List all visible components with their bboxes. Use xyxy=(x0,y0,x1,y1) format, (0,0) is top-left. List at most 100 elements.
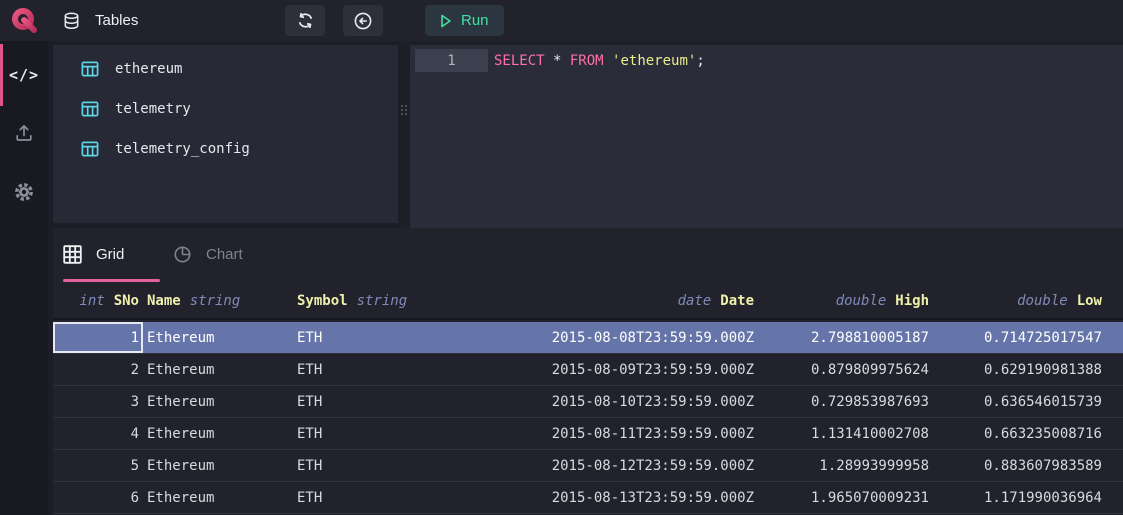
grid-cell-name[interactable]: Ethereum xyxy=(147,457,215,474)
column-header-date[interactable]: date Date xyxy=(513,283,758,318)
grid-cell-date[interactable]: 2015-08-12T23:59:59.000Z xyxy=(551,457,754,474)
sql-token-plain xyxy=(604,53,612,69)
active-tab-underline xyxy=(63,279,160,282)
code-icon: </> xyxy=(8,66,40,84)
table-row[interactable]: 4 Ethereum ETH 2015-08-11T23:59:59.000Z 1.13… xyxy=(53,418,1123,450)
results-tabbar: Grid Chart xyxy=(53,228,1123,282)
grid-cell-sno[interactable]: 6 xyxy=(130,489,139,506)
column-name: High xyxy=(895,292,929,309)
grid-cell-name[interactable]: Ethereum xyxy=(147,489,215,506)
column-header-sno[interactable]: int SNo xyxy=(53,283,143,318)
questdb-logo-icon xyxy=(12,7,37,33)
column-header-symbol[interactable]: Symbol string xyxy=(293,283,513,318)
grid-cell-symbol[interactable]: ETH xyxy=(297,457,323,474)
sql-token-plain: ; xyxy=(696,52,705,69)
tab-grid[interactable]: Grid xyxy=(63,245,124,264)
run-query-button[interactable]: Run xyxy=(425,5,504,36)
table-name: telemetry_config xyxy=(115,141,250,157)
table-row[interactable]: 2 Ethereum ETH 2015-08-09T23:59:59.000Z 0.87… xyxy=(53,354,1123,386)
gear-icon xyxy=(15,183,33,201)
grid-cell-high[interactable]: 0.879809975624 xyxy=(810,361,929,378)
grid-cell-low[interactable]: 0.636546015739 xyxy=(983,393,1102,410)
sidebar-item-settings[interactable] xyxy=(0,172,48,212)
database-icon xyxy=(64,12,79,29)
grid-cell-high[interactable]: 1.28993999958 xyxy=(819,457,929,474)
grid-cell-sno[interactable]: 2 xyxy=(130,361,139,378)
grid-cell-symbol[interactable]: ETH xyxy=(297,489,323,506)
column-type: int xyxy=(79,292,105,309)
grid-cell-low[interactable]: 0.663235008716 xyxy=(983,425,1102,442)
drag-handle-icon xyxy=(401,105,407,115)
column-type: string xyxy=(189,292,241,309)
table-row[interactable]: 5 Ethereum ETH 2015-08-12T23:59:59.000Z 1.28… xyxy=(53,450,1123,482)
column-name: Symbol xyxy=(297,292,348,309)
collapse-panel-button[interactable] xyxy=(343,5,383,36)
column-header-name[interactable]: Name string xyxy=(143,283,293,318)
grid-cell-name[interactable]: Ethereum xyxy=(147,361,215,378)
tables-panel-header: Tables xyxy=(62,0,138,41)
table-list-item[interactable]: telemetry xyxy=(53,89,398,129)
grid-cell-date[interactable]: 2015-08-09T23:59:59.000Z xyxy=(551,361,754,378)
sidebar-item-import[interactable] xyxy=(0,113,48,153)
grid-cell-symbol[interactable]: ETH xyxy=(297,329,323,346)
table-row[interactable]: 1 Ethereum ETH 2015-08-08T23:59:59.000Z 2.79… xyxy=(53,322,1123,354)
grid-cell-name[interactable]: Ethereum xyxy=(147,329,215,346)
results-panel: Grid Chart int SNo Name string Symbol string d… xyxy=(53,228,1123,515)
grid-cell-symbol[interactable]: ETH xyxy=(297,393,323,410)
sql-query-text[interactable]: SELECT * FROM 'ethereum'; xyxy=(494,49,705,72)
arrow-left-circle-icon xyxy=(354,12,372,29)
grid-header-row: int SNo Name string Symbol string date Date doub… xyxy=(53,283,1123,320)
grid-body: 1 Ethereum ETH 2015-08-08T23:59:59.000Z 2.79… xyxy=(53,322,1123,514)
table-icon xyxy=(81,141,99,157)
grid-cell-symbol[interactable]: ETH xyxy=(297,425,323,442)
column-name: SNo xyxy=(113,292,139,309)
line-number: 1 xyxy=(415,49,488,72)
tables-panel-title: Tables xyxy=(95,12,139,29)
grid-cell-symbol[interactable]: ETH xyxy=(297,361,323,378)
grid-cell-low[interactable]: 1.171990036964 xyxy=(983,489,1102,506)
grid-cell-date[interactable]: 2015-08-11T23:59:59.000Z xyxy=(551,425,754,442)
tab-chart-label: Chart xyxy=(206,246,243,263)
sql-token-keyword: FROM xyxy=(569,52,604,69)
table-list-item[interactable]: ethereum xyxy=(53,49,398,89)
tab-chart[interactable]: Chart xyxy=(173,245,243,264)
grid-icon xyxy=(63,245,82,264)
upload-icon xyxy=(16,125,32,141)
editor-line: 1 SELECT * FROM 'ethereum'; xyxy=(410,49,1123,72)
grid-cell-high[interactable]: 1.965070009231 xyxy=(810,489,929,506)
grid-cell-high[interactable]: 0.729853987693 xyxy=(810,393,929,410)
grid-cell-sno[interactable]: 1 xyxy=(53,322,143,353)
grid-cell-sno[interactable]: 4 xyxy=(130,425,139,442)
grid-cell-name[interactable]: Ethereum xyxy=(147,393,215,410)
grid-cell-low[interactable]: 0.714725017547 xyxy=(983,329,1102,346)
app-logo[interactable] xyxy=(0,0,48,41)
sidebar-item-console[interactable]: </> xyxy=(0,55,48,95)
grid-cell-high[interactable]: 1.131410002708 xyxy=(810,425,929,442)
grid-cell-high[interactable]: 2.798810005187 xyxy=(810,329,929,346)
grid-cell-date[interactable]: 2015-08-10T23:59:59.000Z xyxy=(551,393,754,410)
grid-cell-sno[interactable]: 3 xyxy=(130,393,139,410)
table-row[interactable]: 6 Ethereum ETH 2015-08-13T23:59:59.000Z 1.96… xyxy=(53,482,1123,514)
grid-cell-sno[interactable]: 5 xyxy=(130,457,139,474)
grid-cell-date[interactable]: 2015-08-13T23:59:59.000Z xyxy=(551,489,754,506)
vertical-splitter[interactable] xyxy=(398,41,410,228)
grid-cell-low[interactable]: 0.629190981388 xyxy=(983,361,1102,378)
column-type: double xyxy=(1017,292,1068,309)
grid-cell-date[interactable]: 2015-08-08T23:59:59.000Z xyxy=(551,329,754,346)
column-header-high[interactable]: double High xyxy=(758,283,933,318)
table-name: telemetry xyxy=(115,101,191,117)
table-icon xyxy=(81,101,99,117)
column-header-low[interactable]: double Low xyxy=(933,283,1106,318)
sql-editor[interactable]: 1 SELECT * FROM 'ethereum'; xyxy=(410,45,1123,228)
table-row[interactable]: 3 Ethereum ETH 2015-08-10T23:59:59.000Z 0.72… xyxy=(53,386,1123,418)
sql-token-keyword: SELECT xyxy=(494,52,545,69)
table-icon xyxy=(81,61,99,77)
sql-token-string: 'ethereum' xyxy=(612,52,697,69)
refresh-tables-button[interactable] xyxy=(285,5,325,36)
column-name: Date xyxy=(720,292,754,309)
table-name: ethereum xyxy=(115,61,183,77)
grid-cell-low[interactable]: 0.883607983589 xyxy=(983,457,1102,474)
table-list-item[interactable]: telemetry_config xyxy=(53,129,398,169)
grid-cell-name[interactable]: Ethereum xyxy=(147,425,215,442)
